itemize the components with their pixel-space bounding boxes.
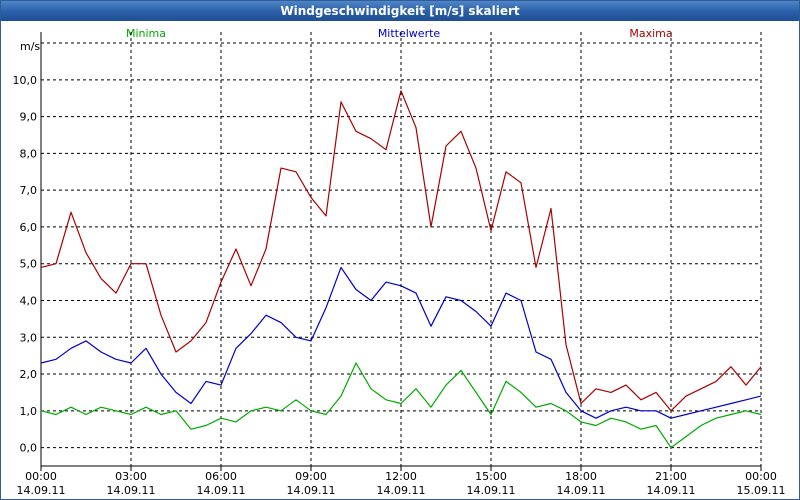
series-lines [40,90,762,449]
series-line-minima [40,362,762,449]
x-tick-time: 21:00 [655,470,687,483]
x-tick-time: 15:00 [475,470,507,483]
x-tick-date: 14.09.11 [17,484,66,497]
plot-area [1,22,799,499]
y-tick-labels: 0,0 1,0 2,0 3,0 4,0 5,0 6,0 7,0 8,0 9,0 10,0 [13,74,38,455]
y-tick-label: 1,0 [20,405,38,418]
y-tick-label: 10,0 [13,74,38,87]
x-tick-time: 06:00 [205,470,237,483]
y-tick-label: 6,0 [20,221,38,234]
axes [40,32,762,471]
legend-minima: Minima [126,27,166,40]
series-line-mittelwerte [40,266,762,419]
y-tick-label: 7,0 [20,184,38,197]
y-tick-label: 8,0 [20,147,38,160]
x-tick-date: 14.09.11 [287,484,336,497]
y-tick-label: 4,0 [20,294,38,307]
x-tick-date: 14.09.11 [377,484,426,497]
x-tick-time: 03:00 [115,470,147,483]
x-tick-time: 18:00 [565,470,597,483]
x-tick-time: 09:00 [295,470,327,483]
y-tick-label: 0,0 [20,442,38,455]
x-tick-date: 14.09.11 [107,484,156,497]
window-title: Windgeschwindigkeit [m/s] skaliert [1,1,799,21]
y-tick-label: 5,0 [20,258,38,271]
y-tick-label: 9,0 [20,111,38,124]
x-tick-date: 14.09.11 [647,484,696,497]
x-tick-time: 00:00 [745,470,777,483]
legend-mittelwerte: Mittelwerte [378,27,441,40]
x-tick-time: 00:00 [25,470,57,483]
y-axis-label: m/s [20,40,40,53]
x-tick-time: 12:00 [385,470,417,483]
x-tick-date: 14.09.11 [467,484,516,497]
y-tick-label: 2,0 [20,368,38,381]
series-line-maxima [40,90,762,412]
x-tick-date: 14.09.11 [197,484,246,497]
x-tick-labels: 00:0014.09.1103:0014.09.1106:0014.09.110… [17,470,786,497]
legend-maxima: Maxima [629,27,672,40]
x-tick-date: 14.09.11 [557,484,606,497]
wind-speed-chart: m/s Minima Mittelwerte Maxima 0,0 1,0 2,0 3… [1,22,799,499]
y-tick-label: 3,0 [20,331,38,344]
x-tick-date: 15.09.11 [737,484,786,497]
